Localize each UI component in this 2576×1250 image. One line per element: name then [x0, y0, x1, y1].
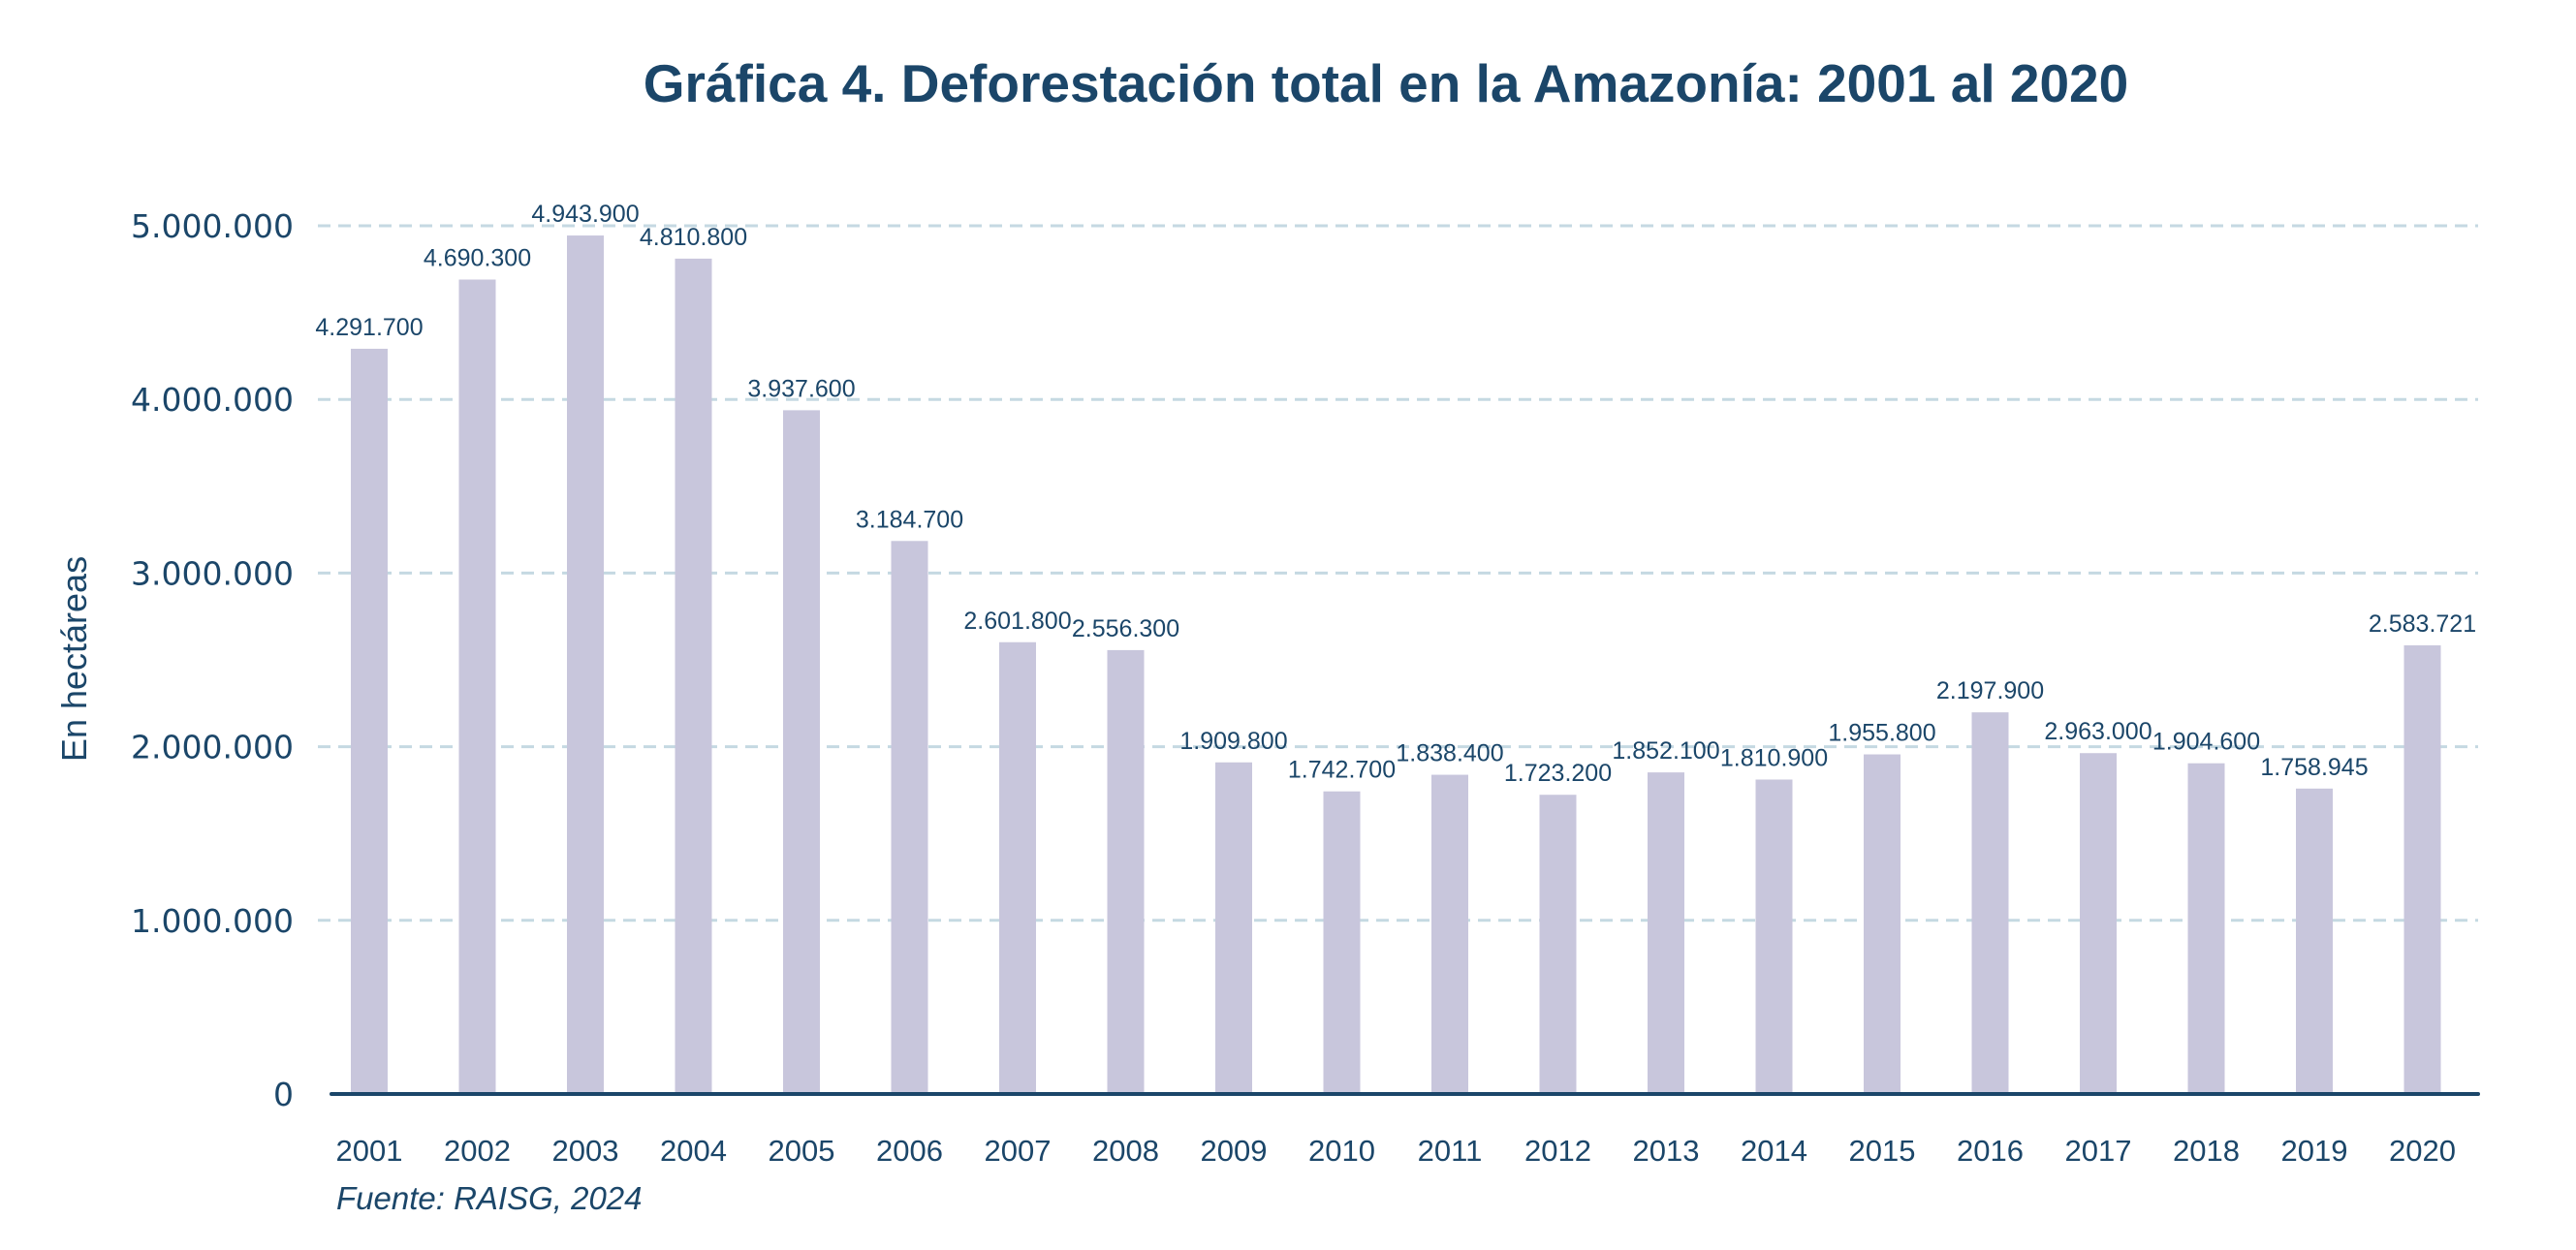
y-tick-label: 0	[273, 1076, 294, 1113]
x-tick-label: 2020	[2389, 1134, 2456, 1168]
x-tick-label: 2015	[1849, 1134, 1916, 1168]
bar	[1431, 774, 1468, 1094]
bar	[675, 258, 712, 1094]
data-label: 1.723.200	[1504, 760, 1612, 787]
data-label: 2.556.300	[1072, 615, 1179, 642]
data-label: 4.690.300	[424, 244, 531, 271]
y-tick-label: 4.000.000	[131, 381, 294, 419]
chart-title: Gráfica 4. Deforestación total en la Ama…	[644, 53, 2128, 113]
y-axis-ticks: 0 1.000.000 2.000.000 3.000.000 4.000.000 5.0…	[131, 207, 294, 1113]
data-label: 4.810.800	[640, 224, 747, 251]
y-tick-label: 3.000.000	[131, 554, 294, 592]
data-label: 4.943.900	[531, 201, 639, 228]
x-tick-label: 2011	[1418, 1134, 1483, 1168]
bars	[351, 235, 2441, 1095]
bar	[891, 541, 928, 1094]
bar	[1107, 649, 1145, 1094]
data-label: 1.838.400	[1396, 740, 1503, 767]
x-tick-label: 2013	[1633, 1134, 1700, 1168]
bar	[2296, 788, 2333, 1094]
x-tick-label: 2003	[552, 1134, 619, 1168]
x-tick-label: 2019	[2281, 1134, 2348, 1168]
x-tick-label: 2017	[2065, 1134, 2132, 1168]
x-tick-label: 2004	[660, 1134, 727, 1168]
x-tick-label: 2010	[1308, 1134, 1375, 1168]
x-tick-label: 2001	[336, 1134, 403, 1168]
y-tick-label: 5.000.000	[131, 207, 294, 245]
data-label: 2.601.800	[963, 608, 1071, 635]
data-label: 1.909.800	[1179, 728, 1287, 755]
y-tick-label: 2.000.000	[131, 729, 294, 766]
bar	[1215, 762, 1252, 1094]
data-label: 3.937.600	[747, 375, 855, 402]
x-tick-label: 2014	[1741, 1134, 1807, 1168]
x-tick-label: 2016	[1957, 1134, 2024, 1168]
bar	[1971, 712, 2009, 1094]
data-label: 2.197.900	[1936, 677, 2044, 704]
y-tick-label: 1.000.000	[131, 902, 294, 940]
bar	[1648, 772, 1684, 1094]
x-tick-label: 2012	[1524, 1134, 1591, 1168]
x-tick-label: 2008	[1092, 1134, 1159, 1168]
x-tick-label: 2018	[2173, 1134, 2240, 1168]
data-label: 2.583.721	[2369, 610, 2476, 638]
data-label: 1.742.700	[1288, 757, 1396, 784]
bar	[2403, 644, 2441, 1094]
x-tick-label: 2002	[444, 1134, 511, 1168]
x-tick-label: 2005	[769, 1134, 835, 1168]
data-label: 2.963.000	[2044, 718, 2152, 745]
x-tick-label: 2006	[876, 1134, 943, 1168]
bar	[567, 235, 604, 1095]
data-label: 1.904.600	[2152, 729, 2260, 756]
bar	[351, 348, 388, 1094]
bar	[2187, 763, 2225, 1094]
x-tick-label: 2009	[1201, 1134, 1268, 1168]
data-label: 4.291.700	[315, 314, 423, 341]
source-note: Fuente: RAISG, 2024	[336, 1180, 643, 1216]
data-label: 1.852.100	[1612, 737, 1719, 765]
bar	[1539, 795, 1577, 1094]
bar	[1864, 754, 1901, 1094]
data-label: 1.758.945	[2260, 754, 2368, 781]
bar	[458, 279, 496, 1094]
bar	[1323, 791, 1361, 1094]
x-tick-label: 2007	[985, 1134, 1052, 1168]
bar	[2080, 753, 2117, 1094]
bar	[999, 641, 1036, 1094]
data-label: 1.810.900	[1720, 744, 1828, 771]
data-label: 1.955.800	[1828, 720, 1935, 747]
gridlines	[318, 224, 2478, 922]
data-label: 3.184.700	[856, 506, 963, 533]
bar	[1755, 779, 1793, 1094]
x-axis-ticks: 2001 2002 2003 2004 2005 2006 2007 2008 2009 2010…	[336, 1134, 2456, 1168]
bar	[783, 410, 820, 1094]
y-axis-title: En hectáreas	[54, 556, 94, 762]
